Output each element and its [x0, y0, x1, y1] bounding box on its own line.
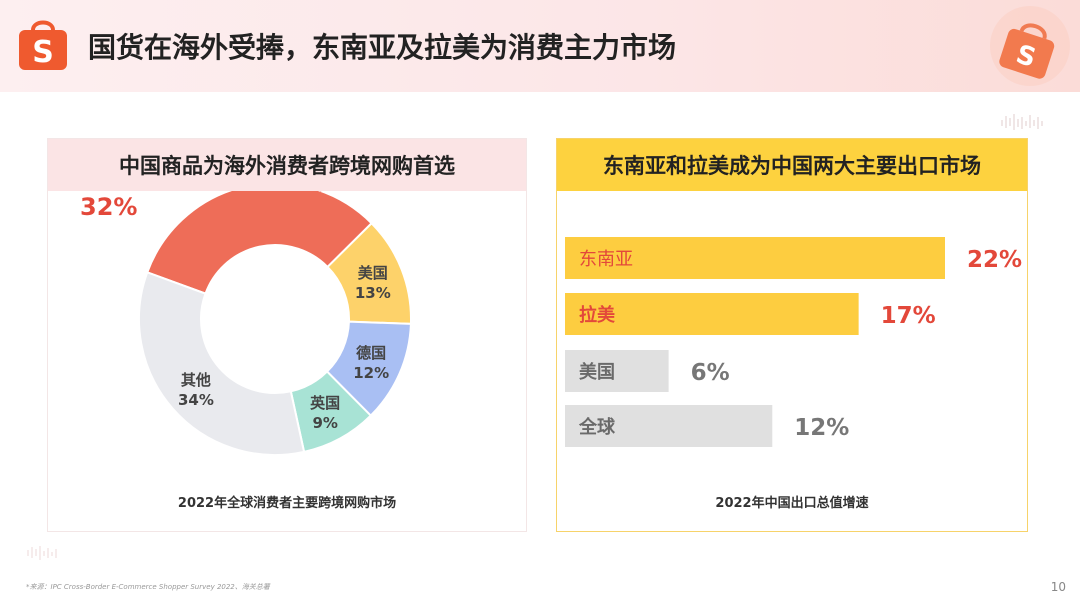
- logo-letter: S: [32, 35, 54, 70]
- decorative-wave-icon: [27, 546, 57, 560]
- decorative-bag-icon: S: [990, 6, 1070, 86]
- donut-slice-0: [145, 191, 374, 295]
- bar-category-label: 东南亚: [579, 249, 633, 270]
- bar-2: [565, 350, 669, 392]
- bar-value-label: 17%: [881, 303, 936, 329]
- donut-value-label: 13%: [355, 284, 391, 302]
- donut-label: 英国: [310, 394, 340, 412]
- shopping-bag-icon: S: [19, 20, 67, 70]
- export-growth-bar-chart: 东南亚 22% 拉美 17% 美国 6% 全球 12%: [565, 237, 1022, 447]
- bar-0: [565, 237, 945, 279]
- market-share-panel: 中国商品为海外消费者跨境网购首选 中国32% 美国 13% 德国 12% 英国 9% 其他 34…: [47, 138, 527, 532]
- donut-label: 中国: [80, 191, 128, 192]
- export-growth-caption: 2022年中国出口总值增速: [715, 496, 869, 511]
- market-share-heading: 中国商品为海外消费者跨境网购首选: [48, 139, 526, 191]
- donut-value-label: 34%: [178, 391, 214, 409]
- bar-value-label: 22%: [967, 247, 1022, 273]
- donut-value-label: 12%: [353, 364, 389, 382]
- header-banner: S 国货在海外受捧，东南亚及拉美为消费主力市场 S: [0, 0, 1080, 130]
- market-share-caption: 2022年全球消费者主要跨境网购市场: [177, 496, 397, 511]
- bar-value-label: 6%: [691, 360, 730, 386]
- bar-3: [565, 405, 773, 447]
- donut-value-label: 9%: [312, 414, 337, 432]
- market-share-donut-chart: 中国32% 美国 13% 德国 12% 英国 9% 其他 34%: [80, 191, 412, 456]
- bar-category-label: 全球: [578, 416, 616, 438]
- bar-1: [565, 293, 859, 335]
- donut-label: 美国: [358, 264, 388, 282]
- export-growth-heading: 东南亚和拉美成为中国两大主要出口市场: [557, 139, 1027, 191]
- donut-slice-4: [138, 271, 306, 456]
- donut-label: 德国: [356, 344, 386, 362]
- page-title: 国货在海外受捧，东南亚及拉美为消费主力市场: [88, 31, 677, 64]
- export-growth-panel: 东南亚和拉美成为中国两大主要出口市场 东南亚 22% 拉美 17% 美国 6% 全球 12% …: [556, 138, 1028, 532]
- bar-value-label: 12%: [794, 415, 849, 441]
- source-note: *来源：IPC Cross-Border E-Commerce Shopper …: [26, 583, 270, 591]
- bar-category-label: 美国: [579, 361, 615, 383]
- donut-label: 其他: [181, 371, 211, 389]
- page-number: 10: [1050, 580, 1066, 594]
- bar-category-label: 拉美: [579, 304, 615, 326]
- donut-value-label: 32%: [80, 193, 137, 221]
- decorative-wave-icon: [1001, 114, 1043, 130]
